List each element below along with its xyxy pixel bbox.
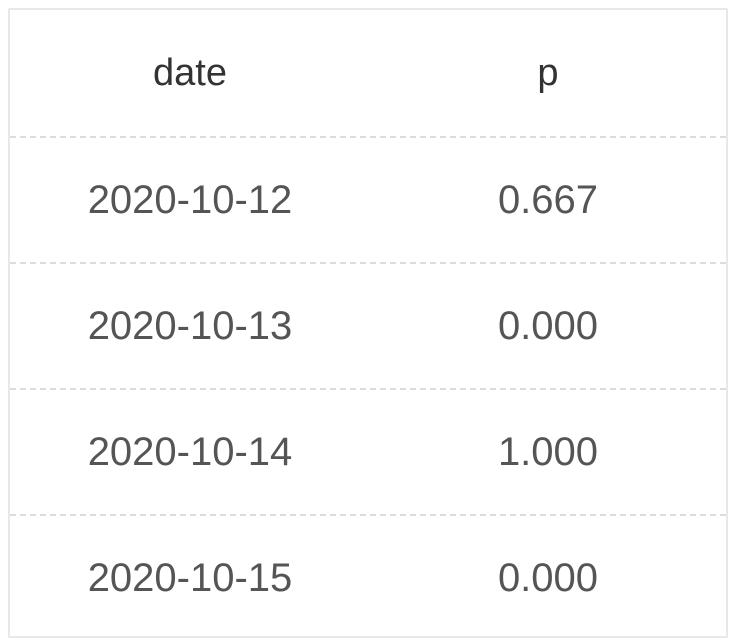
column-header-p: p [537, 52, 559, 94]
data-table: date p 2020-10-12 0.667 2020-10-13 0.000… [8, 8, 728, 638]
table-row: 2020-10-14 1.000 [10, 388, 726, 514]
table-cell-p: 0.000 [497, 556, 599, 600]
column-header-date: date [153, 52, 227, 94]
table-row: 2020-10-15 0.000 [10, 514, 726, 640]
table-cell-date: 2020-10-15 [87, 556, 293, 600]
table-cell-p: 0.667 [497, 178, 599, 222]
table-row: 2020-10-12 0.667 [10, 136, 726, 262]
table-cell-date: 2020-10-13 [87, 304, 293, 348]
table-cell-p: 0.000 [497, 304, 599, 348]
table-header-row: date p [10, 10, 726, 136]
table-cell-p: 1.000 [497, 430, 599, 474]
table-cell-date: 2020-10-12 [87, 178, 293, 222]
table-row: 2020-10-13 0.000 [10, 262, 726, 388]
table-cell-date: 2020-10-14 [87, 430, 293, 474]
